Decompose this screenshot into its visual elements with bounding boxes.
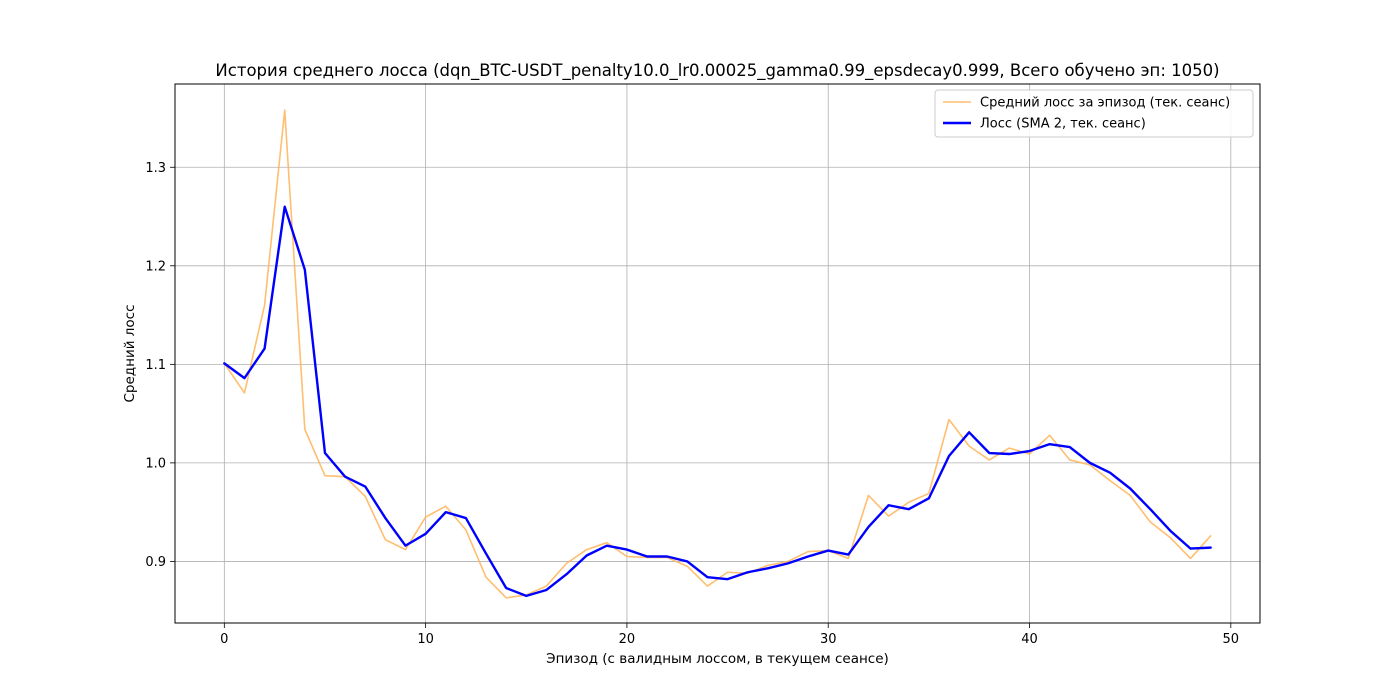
y-axis: 0.9 1.0 1.1 1.2 1.3 (145, 161, 175, 570)
x-tick-label: 10 (417, 632, 434, 647)
plot-frame (174, 83, 1261, 624)
x-axis-label: Эпизод (с валидным лоссом, в текущем сеа… (546, 651, 889, 667)
y-tick-label: 0.9 (145, 555, 166, 570)
y-tick-label: 1.2 (145, 259, 166, 274)
x-tick-label: 40 (1021, 632, 1038, 647)
y-tick-label: 1.3 (145, 161, 166, 176)
legend: Средний лосс за эпизод (тек. сеанс) Лосс … (934, 89, 1254, 138)
grid-lines (175, 84, 1260, 623)
x-tick-label: 0 (220, 632, 228, 647)
y-tick-label: 1.1 (145, 358, 166, 373)
plot-area (174, 83, 1261, 624)
y-tick-label: 1.0 (145, 456, 166, 471)
legend-label-2: Лосс (SMA 2, тек. сеанс) (980, 117, 1146, 132)
legend-label-1: Средний лосс за эпизод (тек. сеанс) (980, 96, 1230, 111)
x-tick-label: 30 (820, 632, 837, 647)
series-lines (223, 109, 1212, 599)
x-tick-label: 20 (619, 632, 636, 647)
series-line-2 (223, 205, 1212, 598)
chart-title: История среднего лосса (dqn_BTC-USDT_pen… (215, 61, 1219, 81)
x-tick-label: 50 (1223, 632, 1240, 647)
legend-box (934, 89, 1254, 138)
y-axis-label: Средний лосс (122, 304, 138, 402)
x-axis: 0 10 20 30 40 50 (220, 623, 1239, 647)
